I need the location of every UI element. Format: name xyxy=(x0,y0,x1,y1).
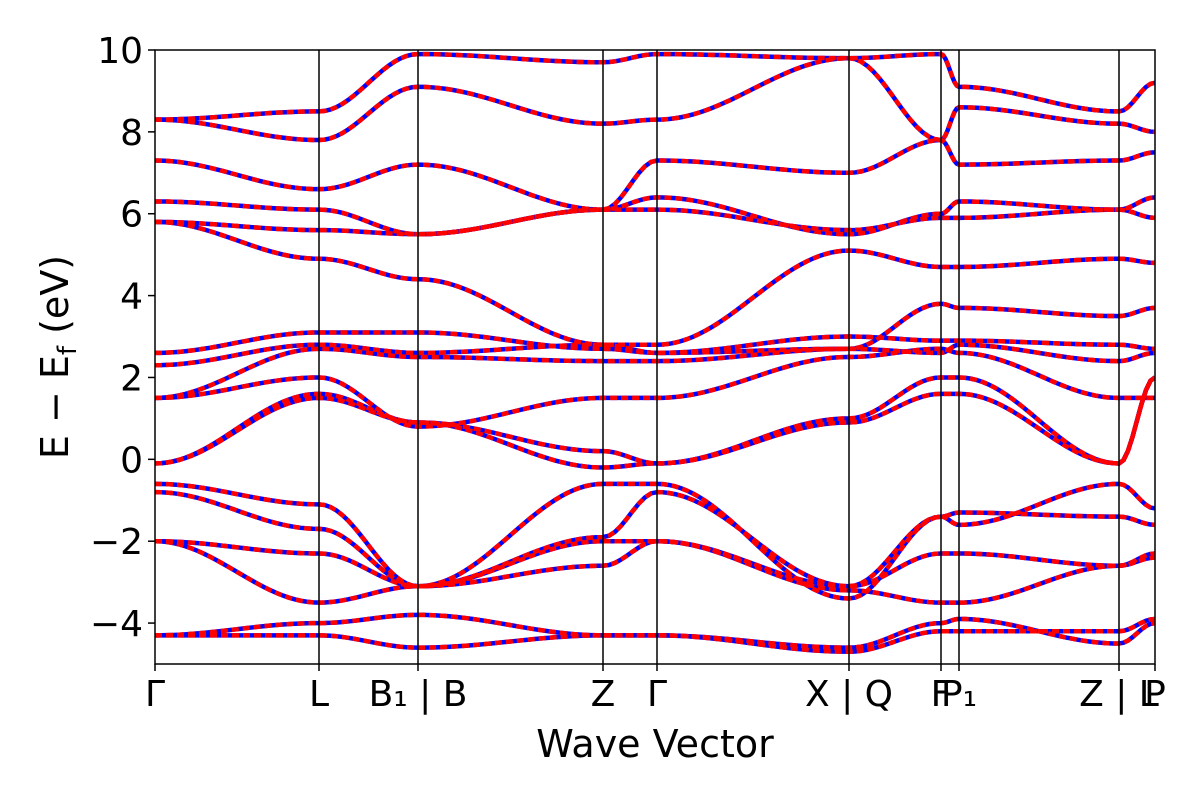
x-tick-label-9: P xyxy=(1144,674,1166,715)
x-tick-label-3: Z xyxy=(591,674,616,715)
y-axis-title-main: E − E xyxy=(33,355,77,459)
x-tick-label-5: X | Q xyxy=(805,674,893,715)
x-tick-label-0: Γ xyxy=(145,674,165,715)
band-line-dashed-7 xyxy=(155,375,1155,466)
band-series-solid xyxy=(155,51,1155,654)
band-line-dashed-13 xyxy=(155,207,1155,237)
band-line-dashed-6 xyxy=(155,375,1155,470)
y-axis-title: E − Ef (eV) xyxy=(33,255,83,459)
band-line-solid-13 xyxy=(155,207,1155,237)
band-line-dashed-5 xyxy=(155,481,1155,601)
band-line-dashed-1 xyxy=(155,612,1155,650)
high-symmetry-lines xyxy=(318,50,1120,664)
x-axis-title: Wave Vector xyxy=(536,722,774,766)
x-tick-label-1: L xyxy=(309,674,329,715)
band-line-dashed-16 xyxy=(155,55,1155,143)
band-series-dashed xyxy=(155,51,1155,654)
y-tick-label-3: 2 xyxy=(120,358,143,399)
x-tick-label-7: P₁ xyxy=(941,674,977,715)
band-line-solid-6 xyxy=(155,375,1155,470)
y-axis-ticks: −4 −2 0 2 4 6 8 10 xyxy=(90,31,155,645)
y-tick-label-0: −4 xyxy=(90,604,143,645)
x-tick-label-6: F xyxy=(931,674,952,715)
y-tick-label-4: 4 xyxy=(120,277,143,318)
band-line-solid-16 xyxy=(155,55,1155,143)
y-tick-label-7: 10 xyxy=(97,31,143,72)
x-tick-label-4: Γ xyxy=(647,674,667,715)
x-tick-label-8: Z | L xyxy=(1079,674,1159,715)
band-line-dashed-11 xyxy=(155,301,1155,356)
band-line-dashed-8 xyxy=(155,346,1155,429)
band-line-solid-12 xyxy=(155,219,1155,347)
x-tick-label-2: B₁ | B xyxy=(369,674,468,715)
band-line-dashed-17 xyxy=(155,51,1155,122)
y-tick-label-2: 0 xyxy=(120,440,143,481)
band-line-dashed-2 xyxy=(155,538,1155,589)
band-line-dashed-15 xyxy=(155,137,1155,212)
y-axis-title-subscript: f xyxy=(53,345,83,355)
band-line-solid-7 xyxy=(155,375,1155,466)
band-line-dashed-14 xyxy=(155,195,1155,237)
plot-frame xyxy=(154,49,1156,665)
y-tick-label-6: 8 xyxy=(120,113,143,154)
band-line-dashed-4 xyxy=(155,489,1155,589)
y-axis-title-unit: (eV) xyxy=(33,255,77,346)
band-line-solid-2 xyxy=(155,538,1155,589)
band-line-dashed-9 xyxy=(155,342,1155,401)
y-tick-label-5: 6 xyxy=(120,195,143,236)
band-line-dashed-3 xyxy=(155,538,1155,605)
band-line-dashed-12 xyxy=(155,219,1155,347)
y-tick-label-1: −2 xyxy=(90,522,143,563)
